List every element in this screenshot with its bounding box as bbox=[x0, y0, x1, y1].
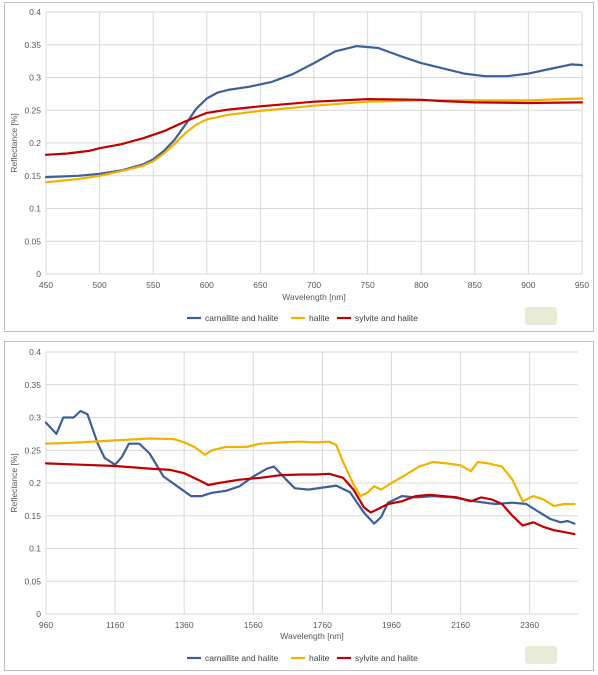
legend-label: sylvite and halite bbox=[355, 653, 418, 663]
y-tick-label: 0.15 bbox=[24, 171, 41, 181]
x-tick-label: 550 bbox=[146, 280, 160, 290]
y-tick-label: 0.2 bbox=[29, 138, 41, 148]
y-tick-label: 0.2 bbox=[29, 478, 41, 488]
x-tick-label: 1360 bbox=[175, 620, 194, 630]
y-tick-label: 0.4 bbox=[29, 7, 41, 17]
x-tick-label: 850 bbox=[468, 280, 482, 290]
y-tick-label: 0.05 bbox=[24, 236, 41, 246]
y-axis-title: Reflectance [%] bbox=[9, 453, 19, 513]
y-tick-label: 0 bbox=[36, 609, 41, 619]
x-tick-label: 750 bbox=[361, 280, 375, 290]
x-tick-label: 600 bbox=[200, 280, 214, 290]
x-tick-label: 450 bbox=[39, 280, 53, 290]
y-tick-label: 0.25 bbox=[24, 445, 41, 455]
y-tick-label: 0 bbox=[36, 269, 41, 279]
watermark-smudge bbox=[525, 307, 557, 325]
x-tick-label: 700 bbox=[307, 280, 321, 290]
x-tick-label: 960 bbox=[39, 620, 53, 630]
series-line-halite bbox=[44, 437, 576, 507]
watermark-smudge bbox=[525, 646, 557, 664]
x-tick-label: 2360 bbox=[520, 620, 539, 630]
x-tick-label: 1760 bbox=[313, 620, 332, 630]
y-tick-label: 0.25 bbox=[24, 105, 41, 115]
chart-1: 0 0.05 0.1 0.15 0.2 0.25 0.3 0.35 0.4 450 500 550 60… bbox=[9, 7, 589, 323]
x-tick-label: 650 bbox=[253, 280, 267, 290]
chart-panel-1: 0 0.05 0.1 0.15 0.2 0.25 0.3 0.35 0.4 450 500 550 60… bbox=[4, 2, 594, 332]
y-tick-label: 0.15 bbox=[24, 511, 41, 521]
x-tick-label: 2160 bbox=[451, 620, 470, 630]
legend-label: sylvite and halite bbox=[355, 313, 418, 323]
x-axis-title: Wavelength [nm] bbox=[280, 631, 343, 641]
legend-label: carnallite and halite bbox=[205, 313, 279, 323]
y-tick-label: 0.35 bbox=[24, 380, 41, 390]
series-line-carnallite-and-halite bbox=[44, 44, 584, 179]
chart-2: 0 0.05 0.1 0.15 0.2 0.25 0.3 0.35 0.4 960 1160 1360… bbox=[9, 347, 578, 663]
series-line-carnallite-and-halite bbox=[44, 409, 576, 525]
legend-label: halite bbox=[309, 313, 330, 323]
legend-label: carnallite and halite bbox=[205, 653, 279, 663]
x-tick-label: 950 bbox=[575, 280, 589, 290]
y-tick-label: 0.4 bbox=[29, 347, 41, 357]
y-tick-label: 0.05 bbox=[24, 576, 41, 586]
y-tick-label: 0.3 bbox=[29, 73, 41, 83]
x-tick-label: 900 bbox=[521, 280, 535, 290]
series-line-sylvite-and-halite bbox=[44, 97, 584, 156]
y-axis-title: Reflectance [%] bbox=[9, 113, 19, 173]
chart-panel-2: 0 0.05 0.1 0.15 0.2 0.25 0.3 0.35 0.4 960 1160 1360… bbox=[4, 341, 594, 671]
x-tick-label: 500 bbox=[93, 280, 107, 290]
y-tick-label: 0.1 bbox=[29, 204, 41, 214]
y-tick-label: 0.35 bbox=[24, 40, 41, 50]
legend-label: halite bbox=[309, 653, 330, 663]
x-tick-label: 800 bbox=[414, 280, 428, 290]
series-line-sylvite-and-halite bbox=[44, 462, 576, 536]
x-tick-label: 1160 bbox=[106, 620, 125, 630]
x-tick-label: 1960 bbox=[382, 620, 401, 630]
y-tick-label: 0.3 bbox=[29, 413, 41, 423]
y-tick-label: 0.1 bbox=[29, 544, 41, 554]
x-axis-title: Wavelength [nm] bbox=[282, 292, 345, 302]
x-tick-label: 1560 bbox=[244, 620, 263, 630]
